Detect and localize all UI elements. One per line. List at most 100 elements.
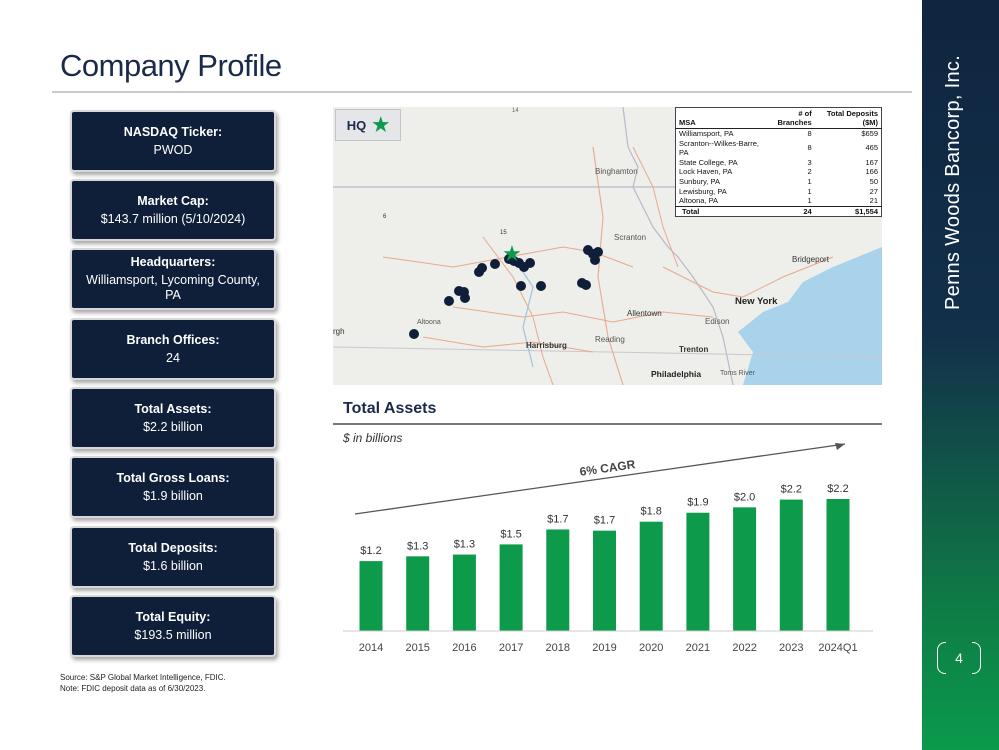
footnote-source: Source: S&P Global Market Intelligence, … (60, 673, 226, 682)
data-label: $1.2 (360, 545, 381, 557)
map-label-altoona: Altoona (417, 319, 441, 326)
map-label-bridgeport: Bridgeport (792, 255, 829, 264)
x-tick-label: 2022 (732, 642, 756, 654)
stat-total-deposits: Total Deposits: $1.6 billion (70, 526, 276, 588)
stat-value: $193.5 million (134, 627, 212, 642)
table-cell: Total (675, 205, 763, 217)
cagr-arrow-head (835, 443, 845, 450)
data-label: $1.8 (640, 506, 661, 518)
branch-marker (444, 296, 454, 306)
table-cell: 50 (869, 176, 878, 186)
brand-name: Penns Woods Bancorp, Inc. (942, 54, 964, 310)
map-label-6: 6 (383, 214, 387, 220)
table-cell: 8 (807, 143, 812, 153)
branch-marker (581, 280, 591, 290)
stat-label: Total Equity: (135, 609, 211, 624)
data-label: $1.9 (687, 497, 708, 509)
map-label-14: 14 (512, 108, 519, 114)
msa-table: MSA # of Branches Total Deposits ($M) Wi… (675, 107, 882, 218)
footnote: Source: S&P Global Market Intelligence, … (60, 672, 226, 694)
table-cell: $659 (861, 129, 878, 138)
stat-total-equity: Total Equity: $193.5 million (70, 595, 276, 657)
table-cell: 1 (807, 176, 812, 186)
data-label: $1.7 (594, 515, 615, 527)
table-cell: 166 (865, 167, 878, 177)
table-cell: 3 (807, 157, 812, 167)
stat-headquarters: Headquarters: Williamsport, Lycoming Cou… (70, 248, 276, 310)
bar-2019 (593, 530, 616, 631)
hq-star-marker: ★ (502, 242, 522, 267)
x-tick-label: 2015 (405, 642, 429, 654)
cagr-arrow-line (354, 443, 846, 515)
data-label: $1.7 (547, 513, 568, 525)
table-cell: 27 (869, 186, 878, 196)
table-cell: Scranton--Wilkes-Barre, PA (679, 138, 760, 158)
footnote-note: Note: FDIC deposit data as of 6/30/2023. (60, 684, 206, 693)
stat-value: PWOD (153, 142, 193, 157)
table-cell: Williamsport, PA (679, 129, 734, 138)
page-title: Company Profile (60, 48, 282, 83)
data-label: $2.2 (827, 483, 848, 495)
stat-nasdaq-ticker: NASDAQ Ticker: PWOD (70, 110, 276, 172)
star-icon: ★ (372, 114, 390, 136)
branch-marker (590, 255, 600, 265)
table-cell: 167 (865, 157, 878, 167)
data-label: $1.3 (454, 539, 475, 551)
map-label-binghamton: Binghamton (595, 167, 638, 176)
stat-label: Branch Offices: (126, 332, 220, 347)
table-header: Total Deposits ($M) (814, 107, 882, 129)
stat-total-gross-loans: Total Gross Loans: $1.9 billion (70, 456, 276, 518)
page-number: 4 (937, 640, 981, 676)
map-label-new-york: New York (735, 296, 778, 307)
stat-value: $1.9 billion (143, 488, 203, 503)
table-total-row: Total 24 $1,554 (675, 205, 882, 217)
title-divider (52, 91, 912, 93)
table-cell: Lewisburg, PA (679, 186, 727, 196)
branch-markers: ★ (409, 242, 603, 339)
map-label-allentown: Allentown (627, 309, 662, 318)
data-label: $1.5 (500, 528, 521, 540)
stat-total-assets: Total Assets: $2.2 billion (70, 387, 276, 449)
stat-value: $143.7 million (5/10/2024) (100, 211, 246, 226)
table-row: Altoona, PA 1 21 (676, 196, 882, 206)
map-label-rgh: rgh (333, 327, 345, 336)
bar-2017 (499, 544, 523, 631)
branch-marker (536, 281, 546, 291)
stat-label: Total Assets: (134, 401, 212, 416)
stat-label: Total Deposits: (128, 540, 218, 555)
table-cell: 2 (807, 167, 812, 177)
table-cell: State College, PA (679, 157, 738, 167)
stat-value: 24 (166, 350, 180, 365)
chart-title-divider (333, 423, 882, 425)
table-row: Lewisburg, PA 1 27 (676, 187, 882, 197)
table-row: Lock Haven, PA 2 166 (676, 167, 882, 177)
chart-title: Total Assets (343, 400, 437, 417)
table-row: Williamsport, PA 8 $659 (676, 129, 882, 139)
bar-2022 (733, 507, 757, 631)
stat-label: Headquarters: (130, 255, 216, 269)
table-row: Sunbury, PA 1 50 (676, 177, 882, 187)
table-cell: 8 (807, 129, 812, 138)
map-label-scranton: Scranton (614, 233, 647, 242)
table-cell: Altoona, PA (679, 196, 719, 206)
table-cell: Lock Haven, PA (679, 167, 733, 177)
stat-value: Williamsport, Lycoming County, PA (86, 273, 260, 302)
table-cell: 1 (807, 196, 812, 206)
table-cell: 1 (807, 186, 812, 196)
table-header: # of Branches (762, 107, 815, 129)
bar-2018 (546, 529, 570, 631)
hq-label: HQ (346, 117, 367, 133)
data-label: $1.3 (407, 540, 428, 552)
x-tick-label: 2021 (686, 642, 710, 654)
stat-market-cap: Market Cap: $143.7 million (5/10/2024) (70, 179, 276, 241)
bar-2016 (452, 554, 476, 631)
x-tick-label: 2024Q1 (818, 642, 857, 654)
map-label-harrisburg: Harrisburg (526, 341, 567, 350)
stat-value: $1.6 billion (143, 558, 203, 573)
table-cell: 21 (869, 196, 878, 206)
x-tick-label: 2014 (359, 642, 383, 654)
bar-2020 (639, 521, 663, 631)
map-label-philadelphia: Philadelphia (651, 369, 702, 379)
x-tick-label: 2023 (779, 642, 803, 654)
branch-marker (525, 258, 535, 268)
